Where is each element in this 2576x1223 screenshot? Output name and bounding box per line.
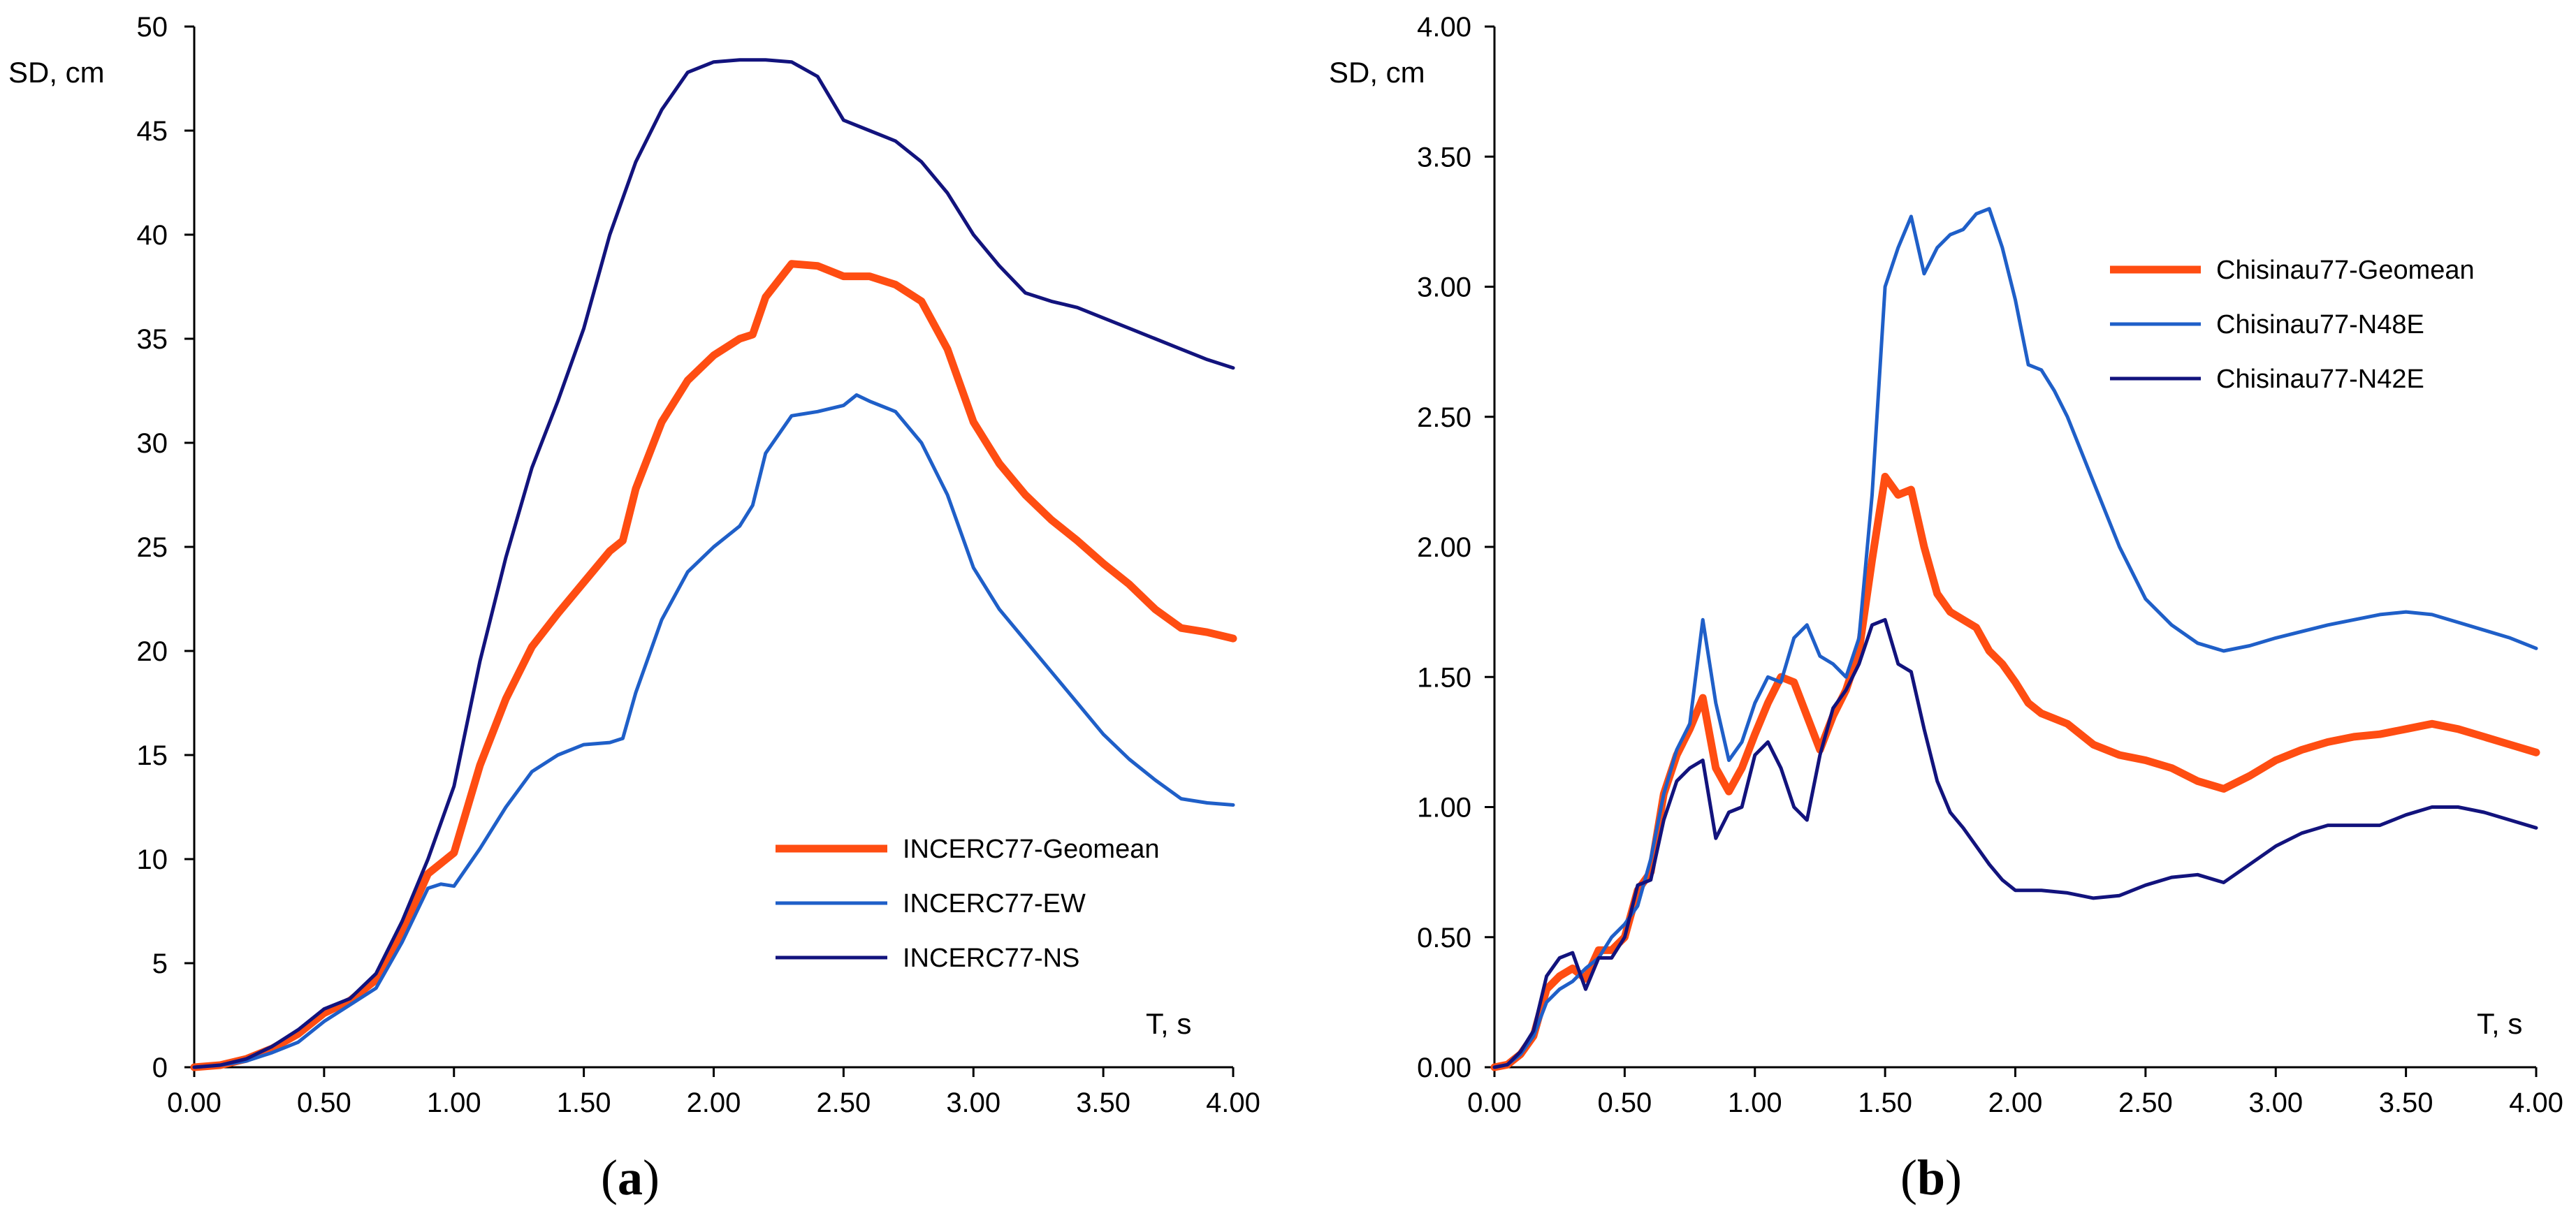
x-tick-label: 4.00 xyxy=(1206,1087,1260,1118)
y-tick-label: 45 xyxy=(137,116,168,147)
legend-label: Chisinau77-Geomean xyxy=(2216,256,2475,285)
y-tick-label: 0.00 xyxy=(1417,1053,1471,1083)
legend-label: INCERC77-Geomean xyxy=(903,835,1159,864)
y-axis-title: SD, cm xyxy=(8,56,105,89)
legend-label: INCERC77-EW xyxy=(903,889,1086,918)
y-tick-label: 15 xyxy=(137,740,168,771)
y-tick-label: 0 xyxy=(152,1053,168,1083)
y-tick-label: 0.50 xyxy=(1417,923,1471,953)
panel-label: (a) xyxy=(601,1150,660,1206)
y-tick-label: 40 xyxy=(137,220,168,251)
x-tick-label: 3.00 xyxy=(946,1087,1000,1118)
legend-label: Chisinau77-N48E xyxy=(2216,310,2424,339)
series-line-incerc77-geomean xyxy=(190,260,1237,1071)
x-tick-label: 1.50 xyxy=(557,1087,611,1118)
legend-label: Chisinau77-N42E xyxy=(2216,365,2424,394)
y-axis-title: SD, cm xyxy=(1329,56,1425,89)
y-tick-label: 30 xyxy=(137,428,168,459)
x-tick-label: 0.50 xyxy=(1597,1087,1652,1118)
y-tick-label: 35 xyxy=(137,324,168,355)
x-tick-label: 1.00 xyxy=(1728,1087,1782,1118)
y-tick-label: 3.50 xyxy=(1417,142,1471,173)
y-tick-label: 4.00 xyxy=(1417,12,1471,43)
x-tick-label: 4.00 xyxy=(2509,1087,2563,1118)
x-tick-label: 2.00 xyxy=(687,1087,741,1118)
y-tick-label: 10 xyxy=(137,844,168,875)
y-tick-label: 1.50 xyxy=(1417,662,1471,693)
x-tick-label: 0.00 xyxy=(1467,1087,1522,1118)
series-line-incerc77-ew xyxy=(192,393,1235,1069)
series-line-incerc77-ns xyxy=(192,58,1235,1069)
x-tick-label: 2.50 xyxy=(816,1087,871,1118)
x-tick-label: 1.00 xyxy=(427,1087,481,1118)
series-line-chisinau77-n48e xyxy=(1492,207,2538,1069)
y-tick-label: 1.00 xyxy=(1417,793,1471,823)
x-tick-label: 2.50 xyxy=(2118,1087,2173,1118)
y-tick-label: 50 xyxy=(137,12,168,43)
x-tick-label: 3.50 xyxy=(1076,1087,1130,1118)
x-axis-title: T, s xyxy=(1146,1007,1191,1040)
x-tick-label: 3.00 xyxy=(2248,1087,2303,1118)
legend-label: INCERC77-NS xyxy=(903,944,1079,973)
x-tick-label: 0.00 xyxy=(167,1087,221,1118)
series-line-chisinau77-geomean xyxy=(1490,472,2540,1071)
series-line-chisinau77-n42e xyxy=(1492,617,2538,1069)
y-tick-label: 2.50 xyxy=(1417,402,1471,433)
y-tick-label: 2.00 xyxy=(1417,532,1471,563)
y-tick-label: 20 xyxy=(137,636,168,667)
x-tick-label: 2.00 xyxy=(1988,1087,2043,1118)
x-tick-label: 0.50 xyxy=(297,1087,351,1118)
y-tick-label: 5 xyxy=(152,949,168,979)
y-tick-label: 25 xyxy=(137,532,168,563)
x-axis-title: T, s xyxy=(2477,1007,2522,1040)
x-tick-label: 1.50 xyxy=(1858,1087,1912,1118)
panel-label: (b) xyxy=(1900,1150,1962,1206)
chart-panel-a: 0 5 10 15 20 25 30 35 40 45 50 0.00 0.50 1.00 1.50 2.00… xyxy=(8,12,1260,1206)
chart-panel-b: 0.00 0.50 1.00 1.50 2.00 2.50 3.00 3.50 4.00 0.00… xyxy=(1329,12,2563,1206)
x-tick-label: 3.50 xyxy=(2379,1087,2433,1118)
y-tick-label: 3.00 xyxy=(1417,272,1471,303)
